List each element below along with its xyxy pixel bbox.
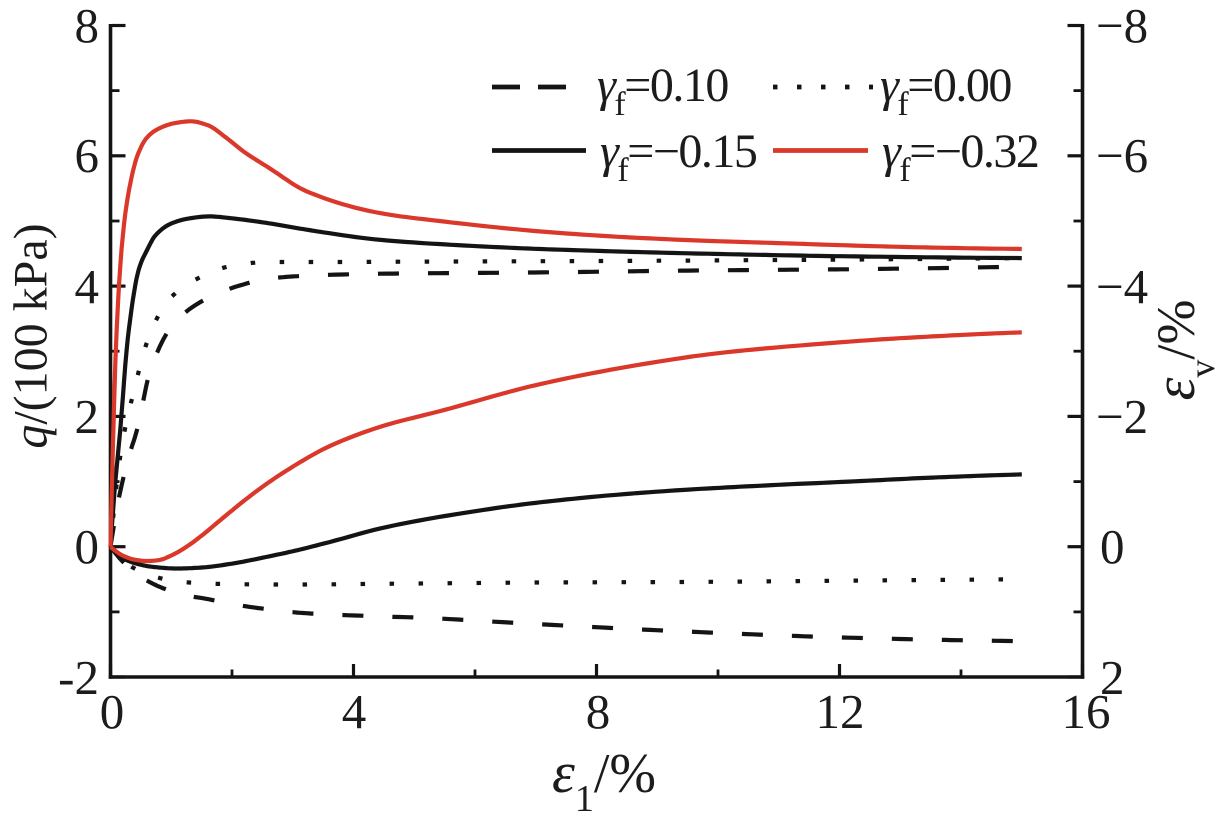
svg-text:γf=0.10: γf=0.10 [597,59,728,123]
svg-text:q/(100 kPa): q/(100 kPa) [5,223,58,448]
svg-text:γf=−0.15: γf=−0.15 [600,125,757,189]
svg-text:−8: −8 [1096,0,1148,53]
svg-text:6: 6 [75,128,100,183]
svg-text:−4: −4 [1096,259,1148,314]
svg-text:0: 0 [75,519,100,574]
svg-text:8: 8 [75,0,100,53]
svg-text:16: 16 [1062,684,1111,739]
svg-text:γf=−0.32: γf=−0.32 [882,125,1038,189]
svg-text:−2: −2 [1096,389,1148,444]
svg-text:4: 4 [342,684,367,739]
svg-text:8: 8 [586,684,611,739]
svg-text:εv/%: εv/% [1142,300,1222,401]
svg-text:γf=0.00: γf=0.00 [880,59,1011,123]
svg-text:12: 12 [816,684,865,739]
svg-text:−6: −6 [1096,128,1148,183]
svg-text:-2: -2 [58,650,99,705]
svg-text:0: 0 [100,684,125,739]
svg-text:2: 2 [75,389,100,444]
svg-text:2: 2 [1100,650,1125,705]
svg-text:ε1/%: ε1/% [552,740,656,820]
svg-text:4: 4 [75,259,100,314]
svg-text:0: 0 [1100,519,1125,574]
